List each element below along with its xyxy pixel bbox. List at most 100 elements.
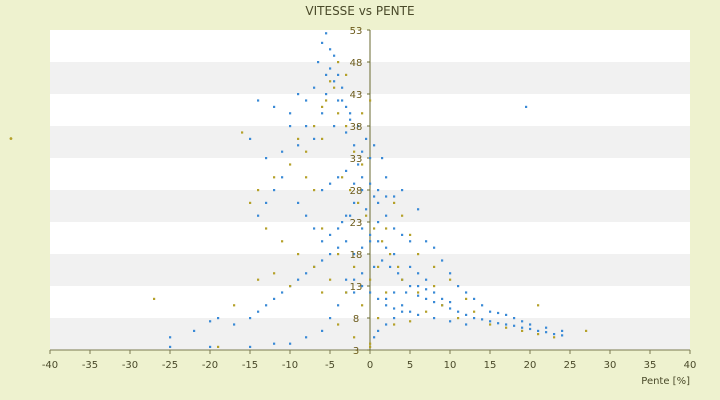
data-point bbox=[377, 317, 380, 320]
data-point bbox=[273, 272, 276, 275]
data-point bbox=[305, 272, 308, 275]
data-point bbox=[373, 144, 376, 147]
data-point bbox=[321, 41, 324, 44]
data-point bbox=[381, 259, 384, 262]
data-point bbox=[305, 125, 308, 128]
data-point bbox=[321, 291, 324, 294]
data-point bbox=[265, 157, 268, 160]
data-point bbox=[353, 265, 356, 268]
data-point bbox=[441, 304, 444, 307]
data-point bbox=[345, 105, 348, 108]
data-point bbox=[401, 214, 404, 217]
data-point bbox=[393, 201, 396, 204]
data-point bbox=[505, 313, 508, 316]
data-point bbox=[369, 342, 372, 345]
data-point bbox=[425, 297, 428, 300]
data-point bbox=[381, 240, 384, 243]
x-tick-label: 20 bbox=[524, 360, 537, 371]
data-point bbox=[365, 137, 368, 140]
data-point bbox=[321, 112, 324, 115]
data-point bbox=[505, 326, 508, 329]
x-tick-label: 10 bbox=[444, 360, 457, 371]
x-tick-labels: -40 -35 -30 -25 -20 -15 -10 -5 0 5 10 15 20 25 30 35 40 bbox=[42, 360, 697, 371]
data-point bbox=[349, 112, 352, 115]
data-point bbox=[545, 331, 548, 334]
data-point bbox=[325, 99, 328, 102]
data-point bbox=[273, 189, 276, 192]
x-tick-label: 15 bbox=[484, 360, 497, 371]
data-point bbox=[333, 125, 336, 128]
data-point bbox=[357, 163, 360, 166]
x-tick-label: -20 bbox=[202, 360, 218, 371]
data-point bbox=[329, 233, 332, 236]
data-point bbox=[441, 297, 444, 300]
data-point bbox=[345, 131, 348, 134]
data-point bbox=[489, 320, 492, 323]
data-point bbox=[345, 169, 348, 172]
x-tick-label: 40 bbox=[684, 360, 697, 371]
data-point bbox=[357, 125, 360, 128]
side-marker: • bbox=[8, 134, 14, 145]
data-point bbox=[369, 182, 372, 185]
data-point bbox=[389, 265, 392, 268]
data-point bbox=[393, 253, 396, 256]
data-point bbox=[521, 326, 524, 329]
data-point bbox=[441, 259, 444, 262]
data-point bbox=[449, 272, 452, 275]
data-point bbox=[489, 323, 492, 326]
data-point bbox=[337, 304, 340, 307]
data-point bbox=[361, 163, 364, 166]
data-point bbox=[305, 214, 308, 217]
y-tick-label: 48 bbox=[350, 58, 363, 69]
data-point bbox=[305, 176, 308, 179]
data-point bbox=[297, 201, 300, 204]
data-point bbox=[313, 86, 316, 89]
data-point bbox=[457, 310, 460, 313]
data-point bbox=[337, 253, 340, 256]
x-tick-label: -35 bbox=[82, 360, 98, 371]
data-point bbox=[497, 322, 500, 325]
data-point bbox=[321, 105, 324, 108]
data-point bbox=[473, 317, 476, 320]
data-point bbox=[409, 310, 412, 313]
data-point bbox=[265, 227, 268, 230]
data-point bbox=[353, 336, 356, 339]
x-tick-label: -15 bbox=[242, 360, 258, 371]
data-point bbox=[333, 54, 336, 57]
data-point bbox=[273, 297, 276, 300]
data-point bbox=[281, 176, 284, 179]
data-point bbox=[289, 285, 292, 288]
data-point bbox=[353, 201, 356, 204]
data-point bbox=[513, 324, 516, 327]
data-point bbox=[433, 246, 436, 249]
data-point bbox=[417, 291, 420, 294]
data-point bbox=[385, 214, 388, 217]
y-tick-label: 13 bbox=[350, 282, 363, 293]
x-tick-label: 30 bbox=[604, 360, 617, 371]
data-point bbox=[333, 86, 336, 89]
data-point bbox=[521, 320, 524, 323]
data-point bbox=[169, 345, 172, 348]
data-point bbox=[385, 195, 388, 198]
data-point bbox=[369, 291, 372, 294]
data-point bbox=[361, 176, 364, 179]
data-point bbox=[329, 80, 332, 83]
x-tick-label: -30 bbox=[122, 360, 138, 371]
data-point bbox=[313, 125, 316, 128]
data-point bbox=[249, 201, 252, 204]
data-point bbox=[537, 329, 540, 332]
data-point bbox=[361, 150, 364, 153]
data-point bbox=[393, 317, 396, 320]
data-point bbox=[505, 323, 508, 326]
x-tick-label: 35 bbox=[644, 360, 657, 371]
data-point bbox=[377, 240, 380, 243]
data-point bbox=[425, 288, 428, 291]
data-point bbox=[325, 32, 328, 35]
data-point bbox=[257, 189, 260, 192]
data-point bbox=[249, 317, 252, 320]
data-point bbox=[337, 227, 340, 230]
data-point bbox=[321, 137, 324, 140]
data-point bbox=[353, 253, 356, 256]
data-point bbox=[389, 253, 392, 256]
